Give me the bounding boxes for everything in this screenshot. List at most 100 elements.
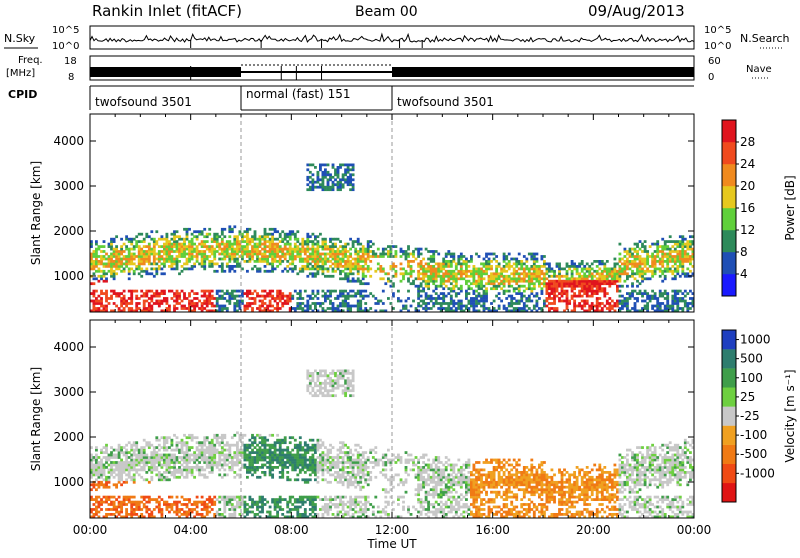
data-cell [183, 248, 186, 251]
data-cell [150, 469, 153, 472]
data-cell [573, 280, 576, 283]
data-cell [306, 240, 309, 243]
data-cell [508, 295, 511, 298]
data-cell [188, 454, 191, 457]
data-cell [490, 282, 493, 285]
data-cell [249, 228, 252, 231]
data-cell [332, 255, 335, 258]
data-cell [196, 454, 199, 457]
data-cell [138, 258, 141, 261]
data-cell [158, 268, 161, 271]
data-cell [676, 297, 679, 300]
data-cell [181, 441, 184, 444]
data-cell [541, 290, 544, 293]
data-cell [261, 439, 264, 442]
data-cell [269, 449, 272, 452]
data-cell [196, 238, 199, 241]
data-cell [113, 255, 116, 258]
data-cell [133, 469, 136, 472]
data-cell [417, 305, 420, 308]
data-cell [193, 503, 196, 506]
data-cell [457, 258, 460, 261]
data-cell [548, 285, 551, 288]
data-cell [639, 255, 642, 258]
data-cell [281, 292, 284, 295]
data-cell [138, 240, 141, 243]
data-cell [525, 280, 528, 283]
data-cell [306, 245, 309, 248]
data-cell [523, 290, 526, 293]
data-cell [314, 268, 317, 271]
data-cell [269, 459, 272, 462]
data-cell [666, 260, 669, 263]
data-cell [447, 270, 450, 273]
data-cell [352, 263, 355, 266]
data-cell [319, 166, 322, 169]
data-cell [168, 456, 171, 459]
data-cell [163, 248, 166, 251]
data-cell [161, 464, 164, 467]
data-cell [601, 270, 604, 273]
data-cell [553, 272, 556, 275]
data-cell [176, 255, 179, 258]
data-cell [201, 258, 204, 261]
data-cell [98, 476, 101, 479]
data-cell [103, 496, 106, 499]
data-cell [636, 285, 639, 288]
data-cell [689, 240, 692, 243]
data-cell [568, 280, 571, 283]
data-cell [473, 265, 476, 268]
data-cell [191, 508, 194, 511]
data-cell [666, 297, 669, 300]
data-cell [636, 255, 639, 258]
data-cell [561, 295, 564, 298]
data-cell [261, 464, 264, 467]
data-cell [113, 260, 116, 263]
data-cell [520, 263, 523, 266]
data-cell [155, 474, 158, 477]
data-cell [208, 506, 211, 509]
data-cell [213, 235, 216, 238]
data-cell [546, 287, 549, 290]
data-cell [289, 454, 292, 457]
data-cell [583, 282, 586, 285]
data-cell [223, 508, 226, 511]
data-cell [468, 285, 471, 288]
data-cell [98, 295, 101, 298]
data-cell [120, 466, 123, 469]
data-cell [115, 265, 118, 268]
data-cell [689, 248, 692, 251]
data-cell [183, 253, 186, 256]
data-cell [498, 285, 501, 288]
data-cell [218, 307, 221, 310]
y-tick-label: 3000 [53, 179, 84, 193]
data-cell [196, 513, 199, 516]
data-cell [118, 501, 121, 504]
data-cell [432, 272, 435, 275]
data-cell [118, 456, 121, 459]
data-cell [485, 307, 488, 310]
data-cell [173, 461, 176, 464]
data-cell [332, 253, 335, 256]
data-cell [485, 255, 488, 258]
data-cell [186, 498, 189, 501]
data-cell [208, 233, 211, 236]
data-cell [566, 280, 569, 283]
data-cell [158, 253, 161, 256]
data-cell [143, 451, 146, 454]
data-cell [563, 300, 566, 303]
data-cell [166, 300, 169, 303]
data-cell [417, 265, 420, 268]
data-cell [407, 280, 410, 283]
data-cell [279, 307, 282, 310]
data-cell [93, 503, 96, 506]
data-cell [445, 272, 448, 275]
data-cell [603, 292, 606, 295]
data-cell [221, 290, 224, 293]
data-cell [349, 263, 352, 266]
data-cell [161, 272, 164, 275]
data-cell [218, 456, 221, 459]
data-cell [656, 255, 659, 258]
data-cell [208, 451, 211, 454]
data-cell [530, 300, 533, 303]
